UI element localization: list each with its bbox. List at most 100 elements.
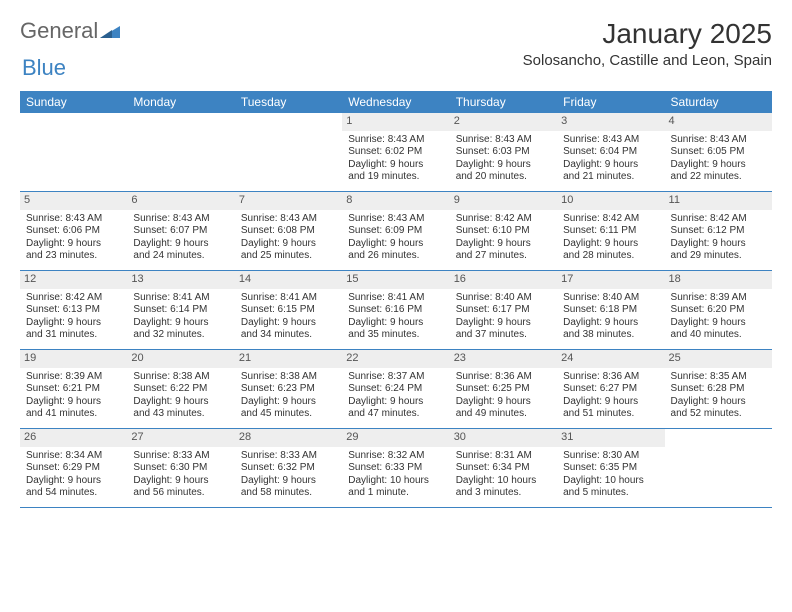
- day-cell: 22Sunrise: 8:37 AMSunset: 6:24 PMDayligh…: [342, 350, 449, 428]
- day-sunrise-line: Sunrise: 8:39 AM: [26, 371, 121, 384]
- day-day-line: Daylight: 9 hours: [133, 475, 228, 488]
- day-day-line: and 47 minutes.: [348, 408, 443, 421]
- day-sunrise-line: Sunrise: 8:42 AM: [671, 213, 766, 226]
- logo-text-b: Blue: [22, 55, 66, 80]
- day-number: 9: [450, 192, 557, 210]
- day-sunrise-line: Sunrise: 8:33 AM: [133, 450, 228, 463]
- day-number: 21: [235, 350, 342, 368]
- day-sunset-line: Sunset: 6:21 PM: [26, 383, 121, 396]
- day-cell: 15Sunrise: 8:41 AMSunset: 6:16 PMDayligh…: [342, 271, 449, 349]
- day-sunset-line: Sunset: 6:17 PM: [456, 304, 551, 317]
- day-sunrise-line: Sunrise: 8:41 AM: [133, 292, 228, 305]
- day-day-line: and 45 minutes.: [241, 408, 336, 421]
- day-sunset-line: Sunset: 6:25 PM: [456, 383, 551, 396]
- day-day-line: and 3 minutes.: [456, 487, 551, 500]
- day-cell: 30Sunrise: 8:31 AMSunset: 6:34 PMDayligh…: [450, 429, 557, 507]
- day-cell: 27Sunrise: 8:33 AMSunset: 6:30 PMDayligh…: [127, 429, 234, 507]
- week-row: 1 Sunrise: 8:43 AM Sunset: 6:02 PM Daylight…: [20, 113, 772, 192]
- day-sunset-line: Sunset: 6:30 PM: [133, 462, 228, 475]
- day-cell: 16Sunrise: 8:40 AMSunset: 6:17 PMDayligh…: [450, 271, 557, 349]
- day-day-line: and 54 minutes.: [26, 487, 121, 500]
- day-sunrise-line: Sunrise: 8:43 AM: [26, 213, 121, 226]
- day-day-line: Daylight: 10 hours: [348, 475, 443, 488]
- day-sunset-line: Sunset: 6:32 PM: [241, 462, 336, 475]
- day-day-line: and 21 minutes.: [563, 171, 658, 184]
- day-day-line: and 19 minutes.: [348, 171, 443, 184]
- day-day-line: Daylight: 9 hours: [241, 238, 336, 251]
- day-day-line: Daylight: 9 hours: [348, 238, 443, 251]
- day-day-line: Daylight: 9 hours: [348, 317, 443, 330]
- day-day-line: and 49 minutes.: [456, 408, 551, 421]
- day-day-line: and 35 minutes.: [348, 329, 443, 342]
- day-sunrise-line: Sunrise: 8:35 AM: [671, 371, 766, 384]
- day-cell: 9Sunrise: 8:42 AMSunset: 6:10 PMDaylight…: [450, 192, 557, 270]
- day-day-line: and 28 minutes.: [563, 250, 658, 263]
- day-sunrise-line: Sunrise: 8:36 AM: [563, 371, 658, 384]
- day-number: 4: [665, 113, 772, 131]
- day-sunset-line: Sunset: 6:22 PM: [133, 383, 228, 396]
- day-day-line: Daylight: 9 hours: [456, 159, 551, 172]
- day-number: 1: [342, 113, 449, 131]
- day-number: 13: [127, 271, 234, 289]
- day-sunset-line: Sunset: 6:06 PM: [26, 225, 121, 238]
- week-row: 26Sunrise: 8:34 AMSunset: 6:29 PMDayligh…: [20, 429, 772, 508]
- day-sunset-line: Sunset: 6:20 PM: [671, 304, 766, 317]
- day-cell: 18Sunrise: 8:39 AMSunset: 6:20 PMDayligh…: [665, 271, 772, 349]
- day-day-line: and 52 minutes.: [671, 408, 766, 421]
- day-sunset-line: Sunset: 6:09 PM: [348, 225, 443, 238]
- day-day-line: Daylight: 10 hours: [563, 475, 658, 488]
- day-day-line: Daylight: 9 hours: [133, 238, 228, 251]
- day-sunset-line: Sunset: 6:14 PM: [133, 304, 228, 317]
- day-sunset-line: Sunset: 6:29 PM: [26, 462, 121, 475]
- day-cell: 23Sunrise: 8:36 AMSunset: 6:25 PMDayligh…: [450, 350, 557, 428]
- day-day-line: Daylight: 9 hours: [563, 396, 658, 409]
- day-sunset-line: Sunset: 6:15 PM: [241, 304, 336, 317]
- day-day-line: and 24 minutes.: [133, 250, 228, 263]
- month-title: January 2025: [523, 18, 772, 50]
- day-sunrise-line: Sunrise: 8:40 AM: [563, 292, 658, 305]
- day-sunrise-line: Sunrise: 8:43 AM: [133, 213, 228, 226]
- day-sunset-line: Sunset: 6:03 PM: [456, 146, 551, 159]
- day-sunrise-line: Sunrise: 8:37 AM: [348, 371, 443, 384]
- day-day-line: Daylight: 9 hours: [241, 317, 336, 330]
- day-day-line: and 58 minutes.: [241, 487, 336, 500]
- day-day-line: Daylight: 9 hours: [26, 317, 121, 330]
- day-sunrise-line: Sunrise: 8:43 AM: [456, 134, 551, 147]
- day-sunrise-line: Sunrise: 8:41 AM: [348, 292, 443, 305]
- day-number: 24: [557, 350, 664, 368]
- day-sunrise-line: Sunrise: 8:41 AM: [241, 292, 336, 305]
- day-day-line: Daylight: 9 hours: [133, 396, 228, 409]
- day-day-line: Daylight: 9 hours: [26, 238, 121, 251]
- weeks-container: 1 Sunrise: 8:43 AM Sunset: 6:02 PM Daylight…: [20, 113, 772, 508]
- day-number: 12: [20, 271, 127, 289]
- day-cell: 17Sunrise: 8:40 AMSunset: 6:18 PMDayligh…: [557, 271, 664, 349]
- day-sunrise-line: Sunrise: 8:36 AM: [456, 371, 551, 384]
- day-cell: 1Sunrise: 8:43 AMSunset: 6:02 PMDaylight…: [342, 113, 449, 191]
- day-day-line: and 56 minutes.: [133, 487, 228, 500]
- logo-triangle-icon: [100, 18, 120, 44]
- day-sunrise-line: Sunrise: 8:43 AM: [241, 213, 336, 226]
- day-cell: 14Sunrise: 8:41 AMSunset: 6:15 PMDayligh…: [235, 271, 342, 349]
- day-cell: 5Sunrise: 8:43 AMSunset: 6:06 PMDaylight…: [20, 192, 127, 270]
- day-day-line: Daylight: 9 hours: [671, 396, 766, 409]
- day-sunrise-line: Sunrise: 8:30 AM: [563, 450, 658, 463]
- day-day-line: and 43 minutes.: [133, 408, 228, 421]
- day-number: 25: [665, 350, 772, 368]
- weekday-header-row: SundayMondayTuesdayWednesdayThursdayFrid…: [20, 91, 772, 113]
- day-sunrise-line: Sunrise: 8:43 AM: [563, 134, 658, 147]
- day-day-line: Daylight: 9 hours: [26, 396, 121, 409]
- day-sunset-line: Sunset: 6:35 PM: [563, 462, 658, 475]
- day-day-line: Daylight: 9 hours: [133, 317, 228, 330]
- day-day-line: and 26 minutes.: [348, 250, 443, 263]
- day-cell: 28Sunrise: 8:33 AMSunset: 6:32 PMDayligh…: [235, 429, 342, 507]
- day-sunset-line: Sunset: 6:02 PM: [348, 146, 443, 159]
- day-day-line: and 25 minutes.: [241, 250, 336, 263]
- day-cell: 8Sunrise: 8:43 AMSunset: 6:09 PMDaylight…: [342, 192, 449, 270]
- week-row: 5Sunrise: 8:43 AMSunset: 6:06 PMDaylight…: [20, 192, 772, 271]
- day-day-line: and 27 minutes.: [456, 250, 551, 263]
- day-day-line: Daylight: 9 hours: [671, 317, 766, 330]
- day-number: 6: [127, 192, 234, 210]
- day-number: 28: [235, 429, 342, 447]
- day-cell: 4Sunrise: 8:43 AMSunset: 6:05 PMDaylight…: [665, 113, 772, 191]
- day-cell: 24Sunrise: 8:36 AMSunset: 6:27 PMDayligh…: [557, 350, 664, 428]
